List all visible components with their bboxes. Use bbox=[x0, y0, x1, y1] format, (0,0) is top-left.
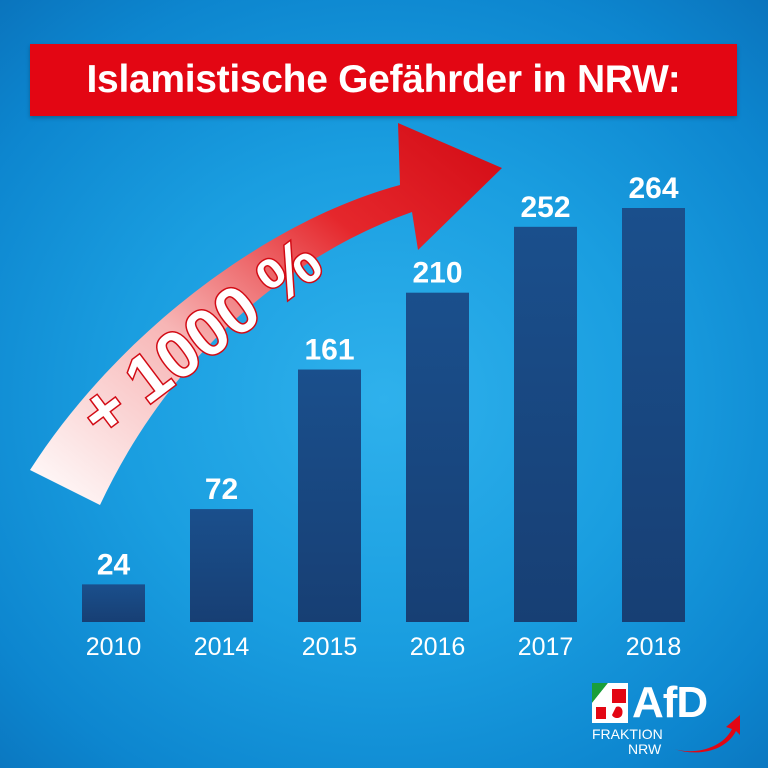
logo-nrw: NRW bbox=[628, 741, 662, 757]
bar-2014 bbox=[190, 509, 253, 622]
nrw-shield-icon bbox=[592, 683, 628, 723]
bar-value-label: 264 bbox=[628, 172, 678, 205]
bar-2016 bbox=[406, 292, 469, 622]
chart-title: Islamistische Gefährder in NRW: bbox=[86, 58, 681, 101]
bar-2017 bbox=[514, 226, 577, 622]
x-tick-label: 2018 bbox=[626, 633, 682, 661]
x-tick-label: 2010 bbox=[86, 633, 142, 661]
bar-2018 bbox=[622, 208, 685, 622]
x-tick-label: 2017 bbox=[518, 633, 574, 661]
arrow-label: + 1000 % bbox=[66, 223, 335, 451]
bar-2010 bbox=[82, 584, 145, 622]
x-tick-label: 2016 bbox=[410, 633, 466, 661]
logo-fraktion: FRAKTION bbox=[592, 726, 663, 742]
growth-arrow bbox=[30, 123, 502, 505]
swoosh-arrow-icon bbox=[674, 715, 740, 753]
afd-logo: AfD FRAKTION NRW bbox=[592, 681, 742, 761]
bar-value-label: 161 bbox=[304, 334, 354, 367]
logo-wordmark: AfD bbox=[632, 678, 708, 727]
x-tick-label: 2014 bbox=[194, 633, 250, 661]
bar-2015 bbox=[298, 369, 361, 622]
bar-value-label: 24 bbox=[97, 548, 131, 581]
bar-value-label: 72 bbox=[205, 473, 238, 506]
bar-value-label: 252 bbox=[520, 191, 570, 224]
bar-value-label: 210 bbox=[412, 257, 462, 290]
title-banner: Islamistische Gefährder in NRW: bbox=[30, 44, 737, 116]
x-tick-label: 2015 bbox=[302, 633, 358, 661]
